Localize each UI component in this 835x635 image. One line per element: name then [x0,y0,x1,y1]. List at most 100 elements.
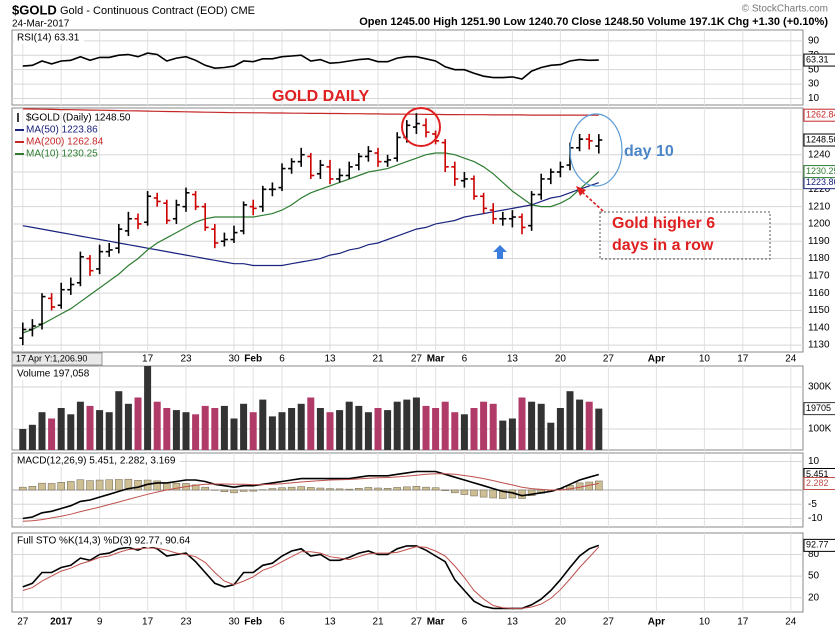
volume-bar [48,418,56,450]
panel [11,29,804,106]
y-tick-label: 1150 [808,305,830,316]
callout-box [599,211,771,260]
x-tick-label: Mar [427,617,445,628]
volume-bar [172,410,180,450]
histogram-bar [287,486,296,491]
legend-entry: $GOLD (Daily) 1248.50 [26,113,131,124]
histogram-bar [595,480,603,491]
volume-bar [528,401,536,450]
volume-bar [595,408,603,450]
x-tick-label: 2017 [50,617,73,628]
histogram-bar [566,485,574,491]
last-value-box [803,53,835,67]
x-tick-label: 27 [17,617,29,628]
histogram-bar [57,482,65,491]
cursor-box [11,352,103,366]
x-tick-label: 10 [699,354,711,365]
x-tick-label: 13 [324,354,336,365]
volume-bar [364,412,372,450]
volume-bar [585,401,593,450]
legend-entry: MA(50) 1223.86 [26,125,98,136]
histogram-bar [345,488,353,491]
y-tick-label: 1190 [808,236,830,247]
last-value-label: 19705 [806,403,831,413]
last-value-box [803,402,835,416]
panel-title-bg [14,368,95,380]
volume-bar [460,414,468,450]
date: 24-Mar-2017 [12,19,70,30]
panel-title-bg [14,455,181,467]
volume-bar [422,405,430,450]
x-tick-label: 27 [411,354,423,365]
histogram-bar [201,486,209,491]
volume-bar [518,397,526,450]
volume-bar [96,410,104,450]
volume-bar [153,401,161,450]
indicator-line [22,546,600,609]
x-tick-label: 6 [462,617,468,628]
histogram-bar [403,486,411,491]
y-tick-label: 50 [808,64,820,75]
volume-bar [489,403,497,450]
volume-bar [105,412,113,450]
x-tick-label: 21 [372,617,384,628]
histogram-bar [153,480,161,491]
volume-bar [432,408,440,450]
histogram-bar [172,482,181,491]
volume-bar [576,399,584,450]
volume-bar [556,408,564,450]
indicator-line [22,473,599,522]
histogram-bar [470,489,478,497]
volume-bar [307,397,315,450]
volume-bar [163,408,171,450]
volume-bar [374,408,382,450]
moving-average [22,152,600,334]
panel-title: MACD(12,26,9) 5.451, 2.282, 3.169 [17,456,176,467]
x-tick-label: 27 [603,354,615,365]
x-tick-label: Apr [648,617,665,628]
volume-bar [326,412,334,450]
volume-bar [480,401,488,450]
histogram-bar [47,483,56,491]
x-tick-label: 30 [228,354,240,365]
x-tick-label: 30 [228,617,240,628]
legend-entry: MA(10) 1230.25 [26,149,98,160]
histogram-bar [383,488,392,491]
histogram-bar [239,489,248,492]
histogram-bar [105,479,113,491]
volume-bar [249,412,257,450]
highlight-ellipse [569,113,623,187]
volume-bar [384,410,392,450]
volume-bar [278,412,286,450]
volume-bar [192,414,200,450]
x-tick-label: 13 [324,617,336,628]
panel-title-bg [14,32,85,44]
x-tick-label: 13 [507,617,519,628]
x-tick-label: 21 [372,354,384,365]
last-value-label: 92.77 [806,540,829,550]
histogram-bar [355,488,363,491]
y-tick-label: 30 [808,79,820,90]
volume-bar [547,422,555,450]
histogram-bar [28,486,37,491]
histogram-bar [316,487,325,491]
volume-bar [316,408,324,450]
callout-text: Gold higher 6 [612,215,715,232]
histogram-bar [479,489,488,498]
histogram-bar [451,489,459,494]
histogram-bar [86,480,94,491]
x-tick-label: 24 [785,354,797,365]
moving-average [22,108,599,116]
histogram-bar [249,489,257,492]
histogram-bar [326,488,334,491]
volume-bar [336,410,344,450]
histogram-bar [460,489,469,495]
x-tick-label: 23 [180,354,192,365]
histogram-bar [374,487,382,491]
x-tick-label: Feb [244,617,262,628]
y-tick-label: -5 [808,499,817,510]
x-tick-label: 20 [555,354,567,365]
panel-title-bg [14,535,196,547]
x-tick-label: 6 [279,354,285,365]
